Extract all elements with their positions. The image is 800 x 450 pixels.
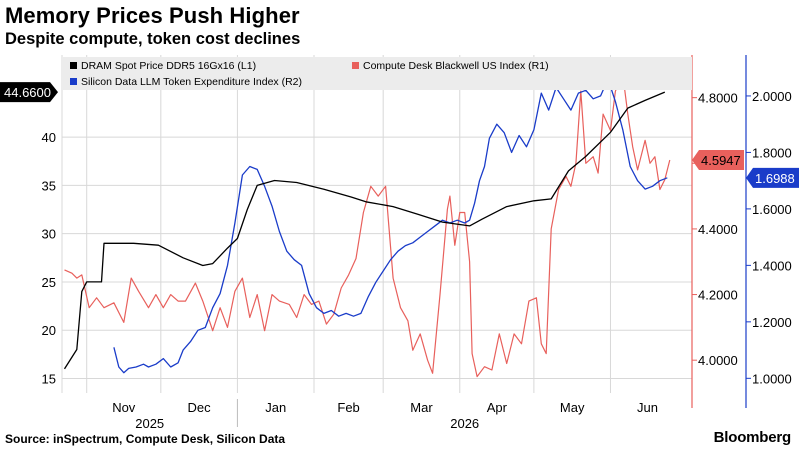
right1-tick-label: 4.2000 [698, 288, 738, 303]
right2-tick-label: 2.0000 [752, 89, 792, 104]
year-label: 2026 [450, 416, 479, 431]
left-tick-label: 35 [42, 178, 56, 193]
month-tick-label: Dec [188, 400, 212, 415]
right1-tick-label: 4.4000 [698, 222, 738, 237]
legend-box [62, 57, 692, 90]
left-tick-label: 25 [42, 275, 56, 290]
last-value-badge-compute [692, 150, 744, 171]
legend-swatch [352, 62, 359, 69]
last-value-label-llm: 1.6988 [755, 171, 795, 186]
last-value-badge-llm [746, 167, 799, 188]
last-value-badge-dram [0, 82, 58, 103]
left-tick-label: 30 [42, 227, 56, 242]
month-tick-label: Mar [410, 400, 433, 415]
right2-tick-label: 1.0000 [752, 371, 792, 386]
right2-tick-label: 1.4000 [752, 258, 792, 273]
series-line-right1 [64, 74, 671, 378]
right1-tick-label: 4.8000 [698, 91, 738, 106]
legend-swatch [70, 62, 77, 69]
last-value-label-dram: 44.6600 [4, 85, 51, 100]
brand-logo: Bloomberg [713, 429, 792, 446]
right2-tick-label: 1.2000 [752, 315, 792, 330]
right2-tick-label: 1.6000 [752, 202, 792, 217]
series-line-right2 [113, 78, 668, 374]
chart-title: Memory Prices Push Higher [5, 3, 300, 28]
plot-area [62, 55, 692, 393]
chart-subtitle: Despite compute, token cost declines [5, 30, 301, 48]
legend-label: Compute Desk Blackwell US Index (R1) [363, 60, 549, 72]
right1-tick-label: 4.0000 [698, 353, 738, 368]
legend-swatch [70, 78, 77, 85]
source-note: Source: inSpectrum, Compute Desk, Silico… [5, 432, 286, 446]
month-tick-label: May [560, 400, 585, 415]
legend-label: DRAM Spot Price DDR5 16Gx16 (L1) [81, 60, 256, 72]
last-value-label-compute: 4.5947 [701, 153, 741, 168]
year-label: 2025 [135, 416, 164, 431]
legend-label: Silicon Data LLM Token Expenditure Index… [81, 76, 302, 88]
right2-tick-label: 1.8000 [752, 145, 792, 160]
month-tick-label: Nov [112, 400, 136, 415]
month-tick-label: Jun [637, 400, 658, 415]
month-tick-label: Feb [337, 400, 359, 415]
left-tick-label: 20 [42, 323, 56, 338]
series-line-left [63, 91, 666, 370]
left-tick-label: 40 [42, 130, 56, 145]
left-tick-label: 15 [42, 372, 56, 387]
month-tick-label: Jan [265, 400, 286, 415]
month-tick-label: Apr [487, 400, 508, 415]
